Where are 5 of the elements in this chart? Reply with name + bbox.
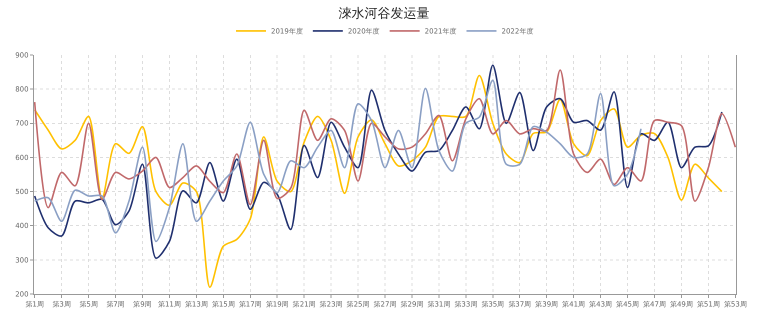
line-series <box>34 64 723 259</box>
line-series <box>34 79 642 242</box>
line-series <box>34 74 723 288</box>
line-series <box>34 69 736 208</box>
chart-title: 淶水河谷发运量 <box>338 6 430 22</box>
